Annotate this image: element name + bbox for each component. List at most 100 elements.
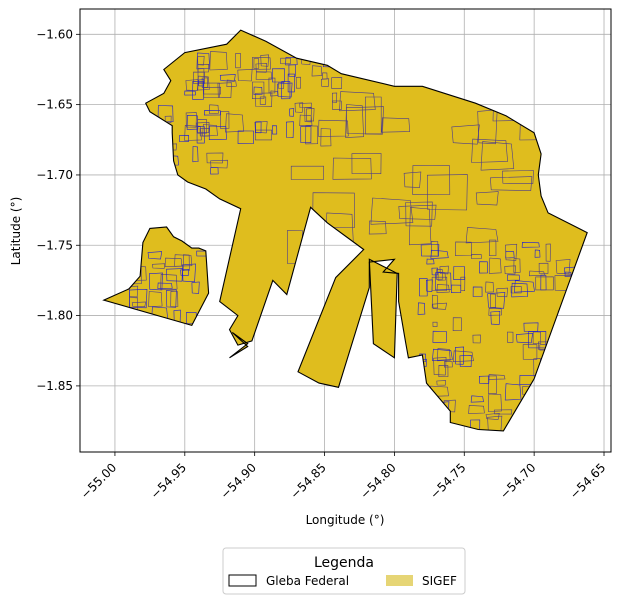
sigef-parcel [191, 281, 200, 294]
sigef-parcel [511, 282, 528, 298]
sigef-parcel [148, 291, 163, 308]
sigef-parcel [535, 276, 554, 291]
sigef-parcel [192, 146, 199, 163]
sigef-parcel [197, 55, 205, 66]
sigef-parcel [268, 77, 276, 94]
y-tick-label: −1.65 [36, 98, 73, 112]
sigef-parcel [454, 346, 465, 365]
sigef-parcel [253, 58, 260, 69]
sigef-parcel [433, 357, 447, 376]
sigef-parcel [152, 263, 166, 269]
gleba-polygon-south-strip [369, 259, 398, 358]
sigef-parcel [439, 265, 449, 275]
sigef-parcel [545, 243, 551, 262]
sigef-parcel [479, 261, 488, 274]
gleba-polygon-west-lobe [103, 227, 209, 326]
sigef-parcel [206, 152, 224, 164]
sigef-parcel [490, 176, 533, 191]
sigef-parcel [485, 412, 500, 420]
sigef-parcel [299, 114, 313, 127]
sigef-parcel [432, 330, 448, 343]
x-tick-label: −54.85 [288, 460, 329, 501]
sigef-parcel [435, 272, 452, 291]
sigef-parcel [219, 74, 236, 82]
sigef-parcel [164, 115, 172, 124]
sigef-parcel [345, 106, 384, 135]
sigef-parcel [170, 290, 179, 307]
sigef-parcel [420, 244, 440, 257]
y-tick-label: −1.70 [36, 168, 73, 182]
y-tick-label: −1.60 [36, 27, 73, 41]
sigef-parcel [432, 321, 438, 327]
sigef-parcel [472, 286, 483, 297]
sigef-parcel [488, 257, 502, 274]
y-tick-label: −1.80 [36, 309, 73, 323]
x-tick-label: −54.75 [427, 460, 468, 501]
sigef-parcel [299, 102, 312, 109]
sigef-parcel [487, 292, 506, 309]
sigef-parcel [331, 92, 338, 103]
sigef-parcel [471, 138, 508, 163]
sigef-parcel [513, 258, 521, 273]
sigef-parcel [285, 121, 294, 139]
sigef-parcel [489, 239, 497, 257]
sigef-parcel [290, 165, 324, 180]
sigef-parcel [485, 281, 494, 293]
sigef-parcel [260, 54, 270, 67]
sigef-parcel [210, 159, 228, 169]
plot-frame [79, 8, 612, 453]
sigef-parcel [320, 78, 330, 88]
sigef-parcel [174, 254, 193, 267]
sigef-parcel [147, 251, 163, 260]
sigef-parcel [255, 92, 273, 108]
sigef-parcel [523, 322, 539, 332]
sigef-parcel [320, 128, 332, 147]
sigef-parcel [318, 119, 349, 137]
sigef-parcel [271, 68, 285, 83]
sigef-parcel [412, 165, 451, 195]
gleba-outline-west-lobe [102, 226, 210, 327]
x-tick-label: −54.65 [567, 460, 608, 501]
sigef-parcel [201, 77, 208, 89]
sigef-parcel [453, 266, 465, 281]
sigef-parcel [513, 280, 535, 293]
sigef-parcel [332, 100, 342, 110]
sigef-parcel [311, 65, 323, 77]
legend-label-sigef: SIGEF [422, 574, 457, 588]
sigef-parcel [504, 383, 522, 401]
sigef-parcel [339, 91, 376, 112]
sigef-parcel [470, 395, 484, 403]
sigef-parcel [452, 317, 462, 332]
sigef-parcel [490, 293, 496, 308]
sigef-parcel [408, 207, 432, 246]
x-tick-label: −55.00 [78, 460, 119, 501]
sigef-parcel [436, 380, 447, 386]
sigef-parcel [504, 265, 516, 275]
sigef-parcel [197, 68, 205, 83]
sigef-parcel [272, 125, 278, 135]
sigef-parcel [255, 63, 268, 73]
sigef-parcel [331, 77, 343, 89]
sigef-parcel [185, 112, 197, 128]
sigef-parcel [181, 263, 196, 283]
sigef-parcel [432, 348, 453, 361]
sigef-parcel [277, 82, 293, 98]
sigef-parcel [295, 76, 301, 89]
sigef-parcel [521, 241, 540, 248]
sigef-parcel [185, 79, 199, 92]
sigef-parcel [182, 254, 190, 272]
legend-swatch-sigef [386, 575, 413, 586]
sigef-parcel [419, 278, 428, 297]
sigef-parcel [255, 71, 272, 80]
sigef-parcel [425, 279, 433, 292]
sigef-parcel [493, 409, 513, 415]
y-tick-label: −1.75 [36, 238, 73, 252]
sigef-parcel [510, 286, 522, 294]
sigef-parcel [398, 204, 437, 220]
y-axis-label: Latitude (°) [9, 197, 23, 266]
sigef-parcel [179, 135, 190, 143]
sigef-parcel [507, 331, 514, 343]
sigef-parcel [431, 294, 439, 309]
sigef-parcel [203, 110, 221, 116]
